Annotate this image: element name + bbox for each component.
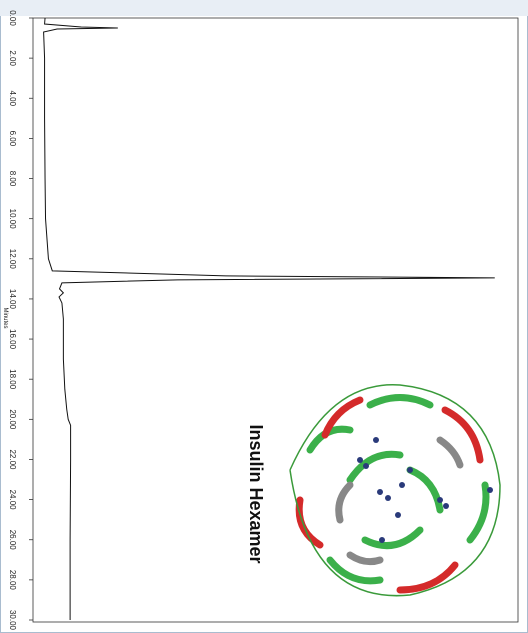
x-tick-label: 16.00 xyxy=(8,329,17,350)
trace xyxy=(43,17,495,620)
x-tick-label: 14.00 xyxy=(8,289,17,310)
x-tick-label: 28.00 xyxy=(8,570,17,591)
axis-label: Minutes xyxy=(2,307,8,328)
molecule-illustration xyxy=(289,384,501,597)
x-tick-label: 6.00 xyxy=(8,131,17,147)
x-tick-label: 24.00 xyxy=(8,490,17,511)
x-tick-label: 2.00 xyxy=(8,50,17,66)
x-tick-label: 26.00 xyxy=(8,530,17,551)
x-tick-label: 0.00 xyxy=(8,10,17,26)
x-tick-label: 30.00 xyxy=(8,610,17,631)
x-tick-label: 10.00 xyxy=(8,209,17,230)
x-tick-label: 4.00 xyxy=(8,90,17,106)
plot-area xyxy=(32,17,519,623)
annotation: Insulin Hexamer xyxy=(246,424,266,563)
x-tick-label: 20.00 xyxy=(8,409,17,430)
x-tick-label: 12.00 xyxy=(8,249,17,270)
x-tick-label: 8.00 xyxy=(8,171,17,187)
x-tick-label: 18.00 xyxy=(8,369,17,390)
top-band xyxy=(0,0,528,16)
x-tick-label: 22.00 xyxy=(8,449,17,470)
